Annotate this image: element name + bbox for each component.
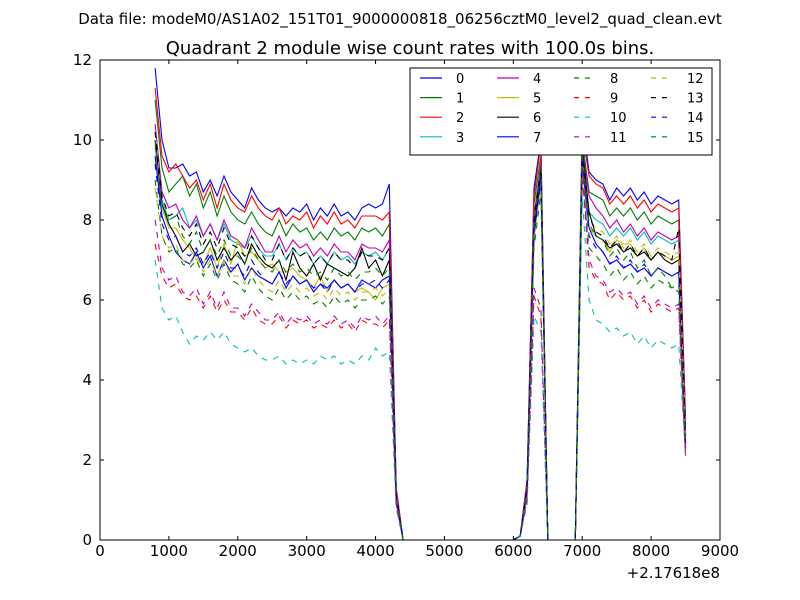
y-tick-label: 4	[82, 371, 92, 389]
x-tick-label: 6000	[494, 542, 532, 560]
legend-box	[409, 67, 713, 156]
series-line-8	[154, 179, 687, 540]
x-tick-label: 3000	[288, 542, 326, 560]
x-offset-label: +2.17618e8	[627, 564, 720, 582]
x-tick-label: 2000	[219, 542, 257, 560]
legend-label-9: 9	[610, 92, 618, 107]
x-tick-label: 4000	[356, 542, 394, 560]
y-tick-label: 8	[82, 211, 92, 229]
series-layer	[154, 67, 687, 540]
legend-label-13: 13	[687, 92, 704, 107]
legend-label-5: 5	[533, 92, 541, 107]
series-line-7	[154, 155, 687, 540]
y-tick-label: 10	[73, 131, 92, 149]
series-line-5	[154, 143, 687, 540]
series-line-11	[154, 163, 687, 540]
series-line-14	[154, 155, 687, 540]
series-line-6	[154, 139, 687, 540]
x-tick-label: 1000	[150, 542, 188, 560]
legend-label-10: 10	[610, 111, 627, 126]
legend-label-3: 3	[456, 131, 464, 146]
series-line-9	[154, 171, 687, 540]
legend-label-7: 7	[533, 131, 541, 146]
figure-suptitle: Data file: modeM0/AS1A02_151T01_90000008…	[78, 10, 722, 29]
legend-label-15: 15	[687, 131, 704, 146]
y-tick-label: 0	[82, 531, 92, 549]
legend-label-12: 12	[687, 72, 704, 87]
series-line-10	[154, 195, 687, 540]
y-tick-label: 2	[82, 451, 92, 469]
legend-label-2: 2	[456, 111, 464, 126]
series-line-1	[154, 99, 687, 540]
series-line-4	[154, 123, 687, 540]
series-line-13	[154, 131, 687, 540]
series-line-12	[154, 155, 687, 540]
ticks-layer: 0 1000 2000 3000 4000 5000 6000 7000 8000 9000 0 2 4…	[73, 51, 739, 560]
legend-label-4: 4	[533, 72, 541, 87]
x-tick-label: 9000	[701, 542, 739, 560]
y-tick-label: 12	[73, 51, 92, 69]
x-tick-label: 8000	[632, 542, 670, 560]
series-line-15	[154, 139, 687, 540]
x-tick-label: 7000	[563, 542, 601, 560]
legend-label-11: 11	[610, 131, 627, 146]
series-line-2	[154, 87, 687, 540]
x-tick-label: 0	[95, 542, 105, 560]
legend-label-6: 6	[533, 111, 541, 126]
y-tick-label: 6	[82, 291, 92, 309]
legend-label-1: 1	[456, 92, 464, 107]
legend-label-14: 14	[687, 111, 704, 126]
series-line-0	[154, 67, 687, 540]
legend-label-8: 8	[610, 72, 618, 87]
legend-label-0: 0	[456, 72, 464, 87]
x-tick-label: 5000	[425, 542, 463, 560]
plot-area: 0 1000 2000 3000 4000 5000 6000 7000 8000 9000 0 2 4…	[73, 51, 739, 560]
chart-title: Quadrant 2 module wise count rates with …	[166, 38, 655, 59]
